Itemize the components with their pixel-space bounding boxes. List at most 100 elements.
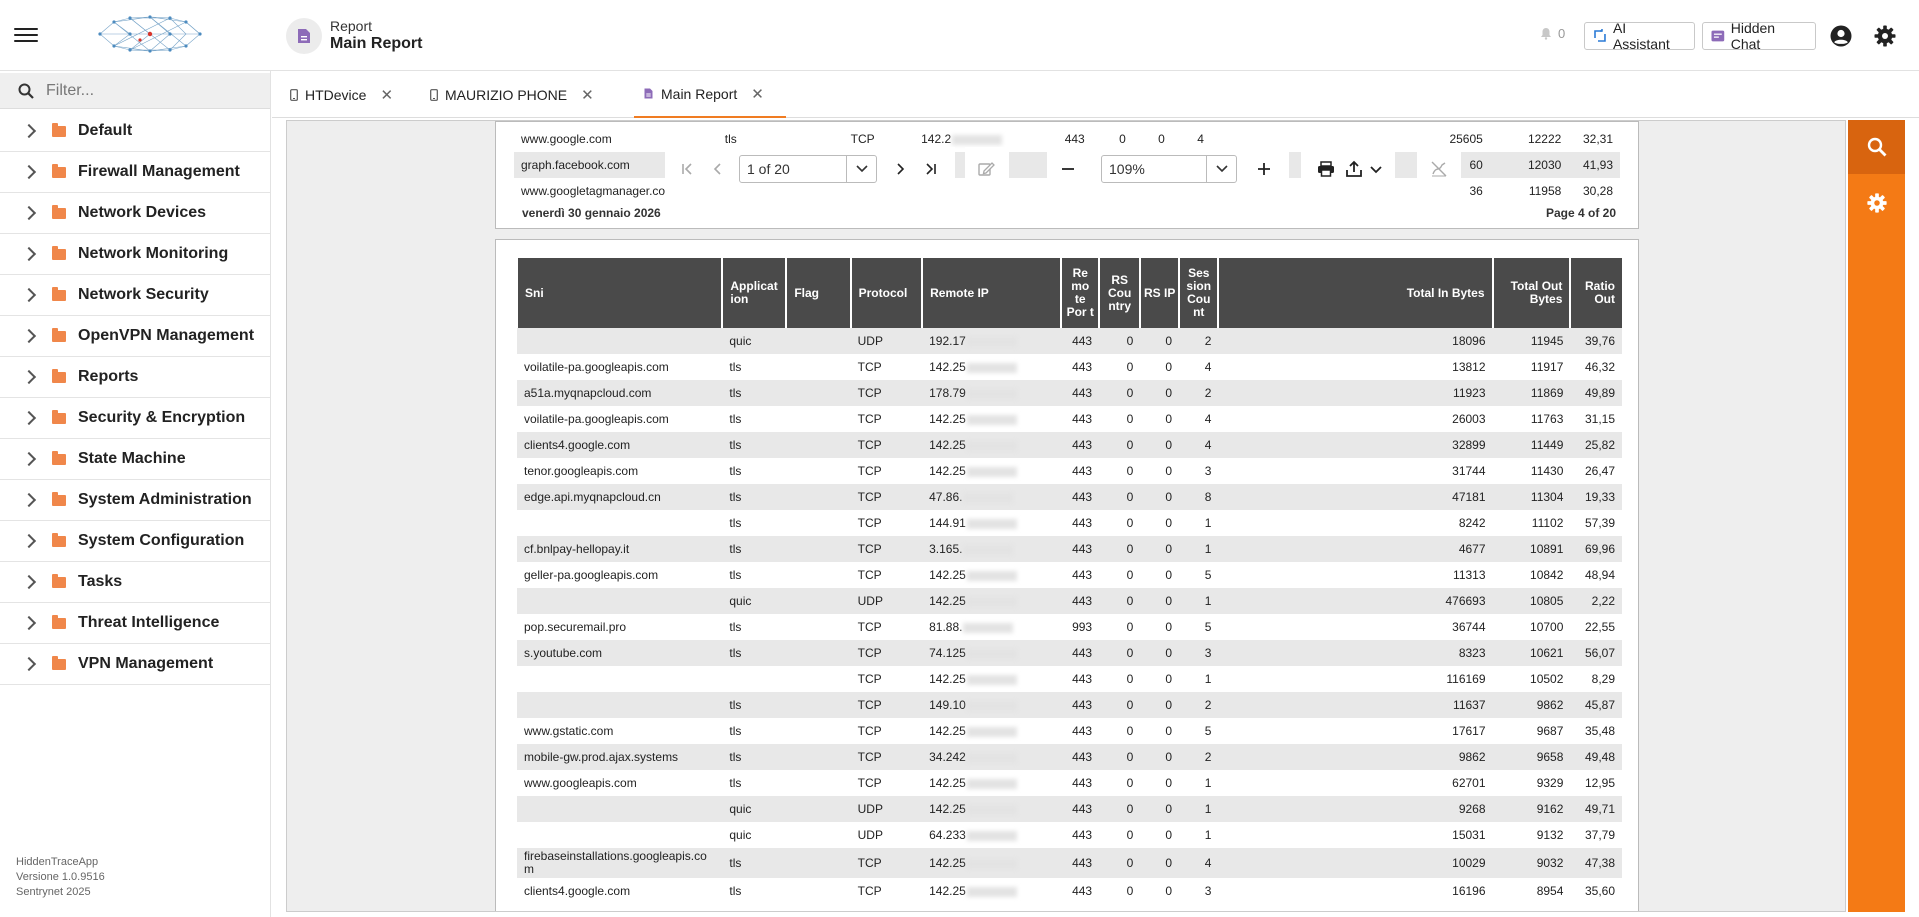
sidebar-item-state-machine[interactable]: State Machine (0, 439, 270, 480)
search-button[interactable] (1848, 120, 1905, 174)
cell-app: tls (722, 562, 786, 588)
sidebar-item-tasks[interactable]: Tasks (0, 562, 270, 603)
filter-input[interactable] (46, 81, 256, 100)
cell-inb: 116169 (1218, 666, 1492, 692)
sidebar-item-threat-intelligence[interactable]: Threat Intelligence (0, 603, 270, 644)
cell-text: 9132 (1536, 828, 1564, 842)
redacted-ip (966, 414, 1017, 425)
zoom-in-icon[interactable] (1249, 154, 1279, 184)
zoom-select[interactable]: 109% (1101, 155, 1237, 183)
sidebar-item-network-security[interactable]: Network Security (0, 275, 270, 316)
sidebar-item-system-configuration[interactable]: System Configuration (0, 521, 270, 562)
chevron-right-icon[interactable] (21, 369, 37, 385)
zoom-out-icon[interactable] (1053, 154, 1083, 184)
network-logo (98, 15, 202, 53)
cell-ip: 74.125 (922, 640, 1062, 666)
cell-text: 0 (1165, 360, 1173, 374)
close-icon[interactable]: ✕ (380, 86, 394, 104)
chevron-right-icon[interactable] (21, 615, 37, 631)
col-header-protocol[interactable]: Protocol (849, 258, 923, 328)
cell-text: 49,89 (1584, 386, 1615, 400)
chevron-right-icon[interactable] (21, 123, 37, 139)
cell-text: 2 (1204, 386, 1212, 400)
chevron-right-icon[interactable] (21, 287, 37, 303)
print-icon[interactable] (1311, 154, 1341, 184)
cell-c2: 0 (1140, 770, 1179, 796)
cell-text: 11763 (1530, 412, 1564, 426)
col-header-application[interactable]: Applicat ion (721, 258, 787, 328)
chevron-right-icon[interactable] (21, 328, 37, 344)
phone-icon (290, 88, 298, 101)
chevron-right-icon[interactable] (21, 451, 37, 467)
sidebar-item-network-devices[interactable]: Network Devices (0, 193, 270, 234)
cell-text: 17617 (1452, 724, 1486, 738)
cell-c2: 0 (1140, 640, 1180, 666)
chevron-right-icon[interactable] (21, 164, 37, 180)
page-select[interactable]: 1 of 20 (739, 155, 877, 183)
gear-icon[interactable] (1866, 192, 1888, 214)
sidebar-item-label: State Machine (78, 450, 186, 467)
col-header-flag[interactable]: Flag (785, 258, 851, 328)
first-page-icon[interactable] (673, 154, 703, 184)
close-icon[interactable]: ✕ (751, 85, 764, 103)
close-icon[interactable]: ✕ (581, 86, 594, 104)
gear-icon[interactable] (1873, 24, 1897, 48)
chevron-right-icon[interactable] (21, 205, 37, 221)
col-header-remote-port[interactable]: Re mo te Por t (1060, 258, 1100, 328)
col-header-total-out[interactable]: Total Out Bytes (1491, 258, 1571, 328)
col-header-sni[interactable]: Sni (515, 258, 723, 328)
sidebar-item-security-encryption[interactable]: Security & Encryption (0, 398, 270, 439)
cell-text: 11637 (1453, 698, 1486, 712)
cell-text: quic (729, 334, 752, 348)
cell-text: 443 (1072, 646, 1093, 660)
next-page-icon[interactable] (885, 154, 915, 184)
cell-c3: 1 (1179, 536, 1219, 562)
sidebar-item-reports[interactable]: Reports (0, 357, 270, 398)
col-header-ratio-out[interactable]: Ratio Out (1569, 258, 1622, 328)
chevron-right-icon[interactable] (21, 410, 37, 426)
edit-icon[interactable] (972, 154, 1002, 184)
prev-page-icon[interactable] (703, 154, 733, 184)
hamburger-icon[interactable] (14, 24, 38, 46)
col-header-total-in[interactable]: Total In Bytes (1217, 258, 1493, 328)
export-icon[interactable] (1341, 154, 1389, 184)
sidebar-item-firewall-management[interactable]: Firewall Management (0, 152, 270, 193)
col-header-rs-country[interactable]: RS Cou ntry (1098, 258, 1141, 328)
last-page-icon[interactable] (915, 154, 945, 184)
cell-ratio: 32,31 (1568, 126, 1620, 152)
chevron-right-icon[interactable] (21, 656, 37, 672)
tab-main-report[interactable]: Main Report ✕ (634, 71, 786, 118)
tab-htdevice[interactable]: HTDevice ✕ (290, 71, 393, 118)
cell-outb: 11449 (1492, 432, 1571, 458)
ai-assistant-button[interactable]: AI Assistant (1584, 20, 1695, 52)
cell-text: 8 (1204, 490, 1212, 504)
col-header-remote-ip[interactable]: Remote IP (921, 258, 1062, 328)
cell-text: UDP (857, 594, 883, 608)
sidebar-item-system-administration[interactable]: System Administration (0, 480, 270, 521)
hidden-chat-button[interactable]: Hidden Chat (1702, 20, 1816, 52)
table-row: TCP 142.25 443 0 0 1 116169 10502 8,29 (517, 666, 1622, 692)
chevron-right-icon[interactable] (21, 246, 37, 262)
cell-port: 443 (1061, 510, 1099, 536)
col-header-session-count[interactable]: Ses sion Cou nt (1178, 258, 1219, 328)
chevron-right-icon[interactable] (21, 533, 37, 549)
sidebar-item-default[interactable]: Default (0, 111, 270, 152)
cell-text: 1 (1204, 802, 1212, 816)
notifications[interactable]: 0 (1540, 26, 1565, 41)
sign-disabled-icon[interactable] (1424, 154, 1454, 184)
cell-port: 443 (1061, 848, 1100, 878)
tab-bar: HTDevice ✕ MAURIZIO PHONE ✕ Main Report … (272, 71, 1919, 118)
sidebar-item-vpn-management[interactable]: VPN Management (0, 644, 270, 685)
cell-text: 12,95 (1584, 776, 1615, 790)
sidebar-item-network-monitoring[interactable]: Network Monitoring (0, 234, 270, 275)
report-viewer[interactable]: www.google.com tls TCP 142.2 443 0 0 4 25605 1222… (286, 120, 1846, 912)
col-header-rs-ip[interactable]: RS IP (1139, 258, 1180, 328)
cell-text: 0 (1126, 542, 1134, 556)
chevron-right-icon[interactable] (21, 574, 37, 590)
cell-text: tls (729, 750, 742, 764)
sidebar-item-openvpn-management[interactable]: OpenVPN Management (0, 316, 270, 357)
cell-ratio: 46,32 (1570, 354, 1622, 380)
tab-maurizio-phone[interactable]: MAURIZIO PHONE ✕ (430, 71, 594, 118)
chevron-right-icon[interactable] (21, 492, 37, 508)
account-icon[interactable] (1829, 24, 1853, 48)
